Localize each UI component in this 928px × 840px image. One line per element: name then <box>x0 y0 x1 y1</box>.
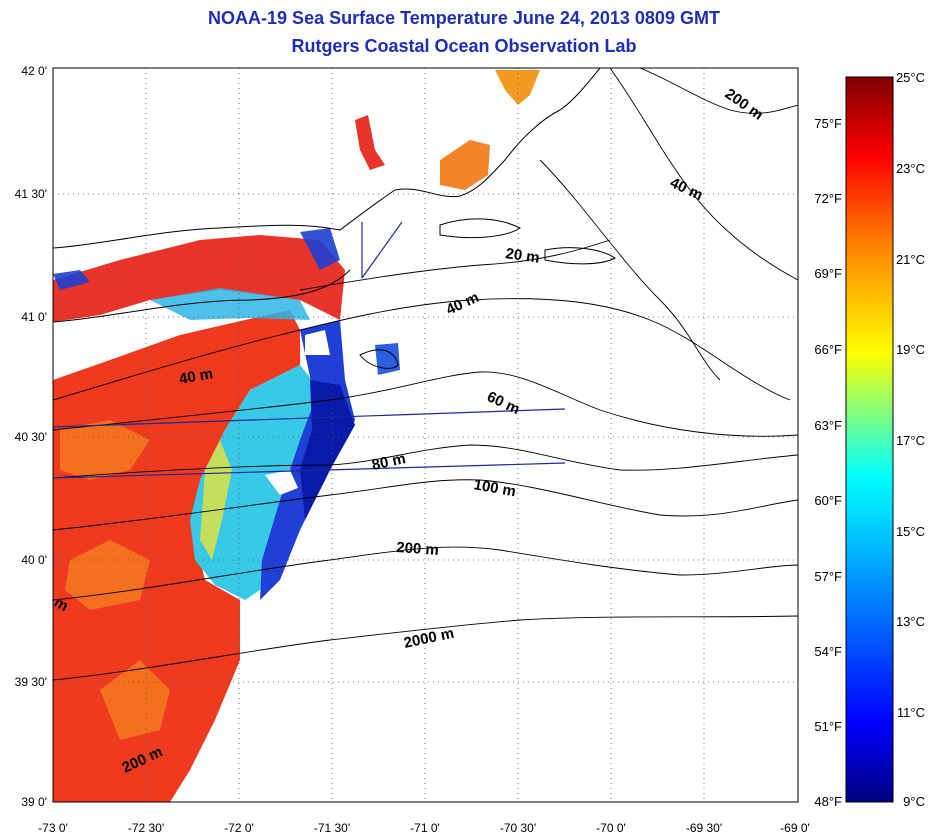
lon-tick-label: -69 30' <box>686 821 722 835</box>
contour-40m <box>53 298 791 401</box>
lon-tick-label: -72 30' <box>128 821 164 835</box>
colorbar-celsius-label: 17°C <box>896 433 925 448</box>
colorbar-celsius-label: 25°C <box>896 70 925 85</box>
contour-label: 40 m <box>178 365 215 388</box>
contour-200m <box>53 546 798 601</box>
contour-80m <box>53 444 798 479</box>
colorbar-celsius-label: 19°C <box>896 342 925 357</box>
contour-label: 80 m <box>370 450 407 474</box>
lat-tick-label: 40 0' <box>21 553 47 567</box>
colorbar-fahrenheit-label: 60°F <box>814 493 842 508</box>
lat-tick-label: 42 0' <box>21 64 47 78</box>
colorbar-fahrenheit-label: 72°F <box>814 191 842 206</box>
contour-label: 200 m <box>396 539 440 559</box>
colorbar-fahrenheit-label: 57°F <box>814 569 842 584</box>
cloud-gap <box>265 470 298 495</box>
lon-tick-label: -69 0' <box>780 821 810 835</box>
chart-title: NOAA-19 Sea Surface Temperature June 24,… <box>208 8 720 28</box>
sst-bay-patch <box>355 115 385 170</box>
map-frame <box>52 67 799 803</box>
colorbar-fahrenheit-label: 54°F <box>814 644 842 659</box>
sst-sound-blue <box>53 228 340 290</box>
coastline-block-island <box>359 349 399 369</box>
colorbar-fahrenheit-label: 75°F <box>814 116 842 131</box>
lon-tick-label: -73 0' <box>38 821 68 835</box>
colorbar-celsius-label: 15°C <box>896 524 925 539</box>
lat-tick-label: 41 0' <box>21 310 47 324</box>
colorbar-fahrenheit-label: 48°F <box>814 794 842 809</box>
sst-bay-patch-2 <box>440 140 490 190</box>
contour-20m <box>299 239 611 291</box>
colorbar-fahrenheit-label: 69°F <box>814 266 842 281</box>
sst-front-yellow <box>200 440 232 560</box>
map-grid <box>53 68 798 802</box>
lon-tick-label: -72 0' <box>224 821 254 835</box>
transect-line-1 <box>53 408 566 428</box>
lon-tick-label: -70 0' <box>596 821 626 835</box>
transect-line-4 <box>361 221 403 279</box>
coastline <box>53 68 601 249</box>
contour-shelf-detail <box>539 159 721 381</box>
lat-tick-label: 39 30' <box>15 675 47 689</box>
coastline-marthas <box>439 218 521 239</box>
sst-front-belt <box>190 365 320 600</box>
colorbar-fahrenheit-label: 66°F <box>814 342 842 357</box>
lon-tick-label: -71 0' <box>410 821 440 835</box>
transect-line-2 <box>53 462 566 479</box>
colorbar-celsius-label: 21°C <box>896 252 925 267</box>
sst-coldest-region <box>300 380 355 520</box>
contour-2000m <box>53 615 798 681</box>
lat-tick-label: 39 0' <box>21 795 47 809</box>
contour-label: 20 m <box>504 245 540 267</box>
coastline-nantucket <box>544 247 616 265</box>
colorbar-fahrenheit-label: 63°F <box>814 418 842 433</box>
chart-subtitle: Rutgers Coastal Ocean Observation Lab <box>291 36 637 56</box>
contour-gom-200m <box>639 68 798 114</box>
sst-capecod-patch <box>495 70 540 105</box>
colorbar-celsius-label: 11°C <box>897 705 925 720</box>
cloud-gap <box>305 330 330 355</box>
colorbar <box>845 76 894 803</box>
sst-sound-strip <box>53 235 345 322</box>
colorbar-celsius-label: 9°C <box>903 794 925 809</box>
coastline-longisland <box>53 269 351 323</box>
sst-orange-patch <box>60 420 170 740</box>
lat-tick-label: 40 30' <box>15 430 47 444</box>
lon-tick-label: -70 30' <box>500 821 536 835</box>
colorbar-celsius-label: 23°C <box>896 161 925 176</box>
contour-60m <box>53 371 798 437</box>
lon-tick-label: -71 30' <box>314 821 350 835</box>
lat-tick-label: 41 30' <box>15 187 47 201</box>
colorbar-celsius-label: 13°C <box>896 614 925 629</box>
sst-sound-cyan <box>150 288 310 320</box>
contour-gom-40m <box>609 68 798 281</box>
sst-eastend-patch <box>375 343 400 375</box>
colorbar-fahrenheit-label: 51°F <box>814 719 842 734</box>
contour-100m <box>53 479 798 531</box>
